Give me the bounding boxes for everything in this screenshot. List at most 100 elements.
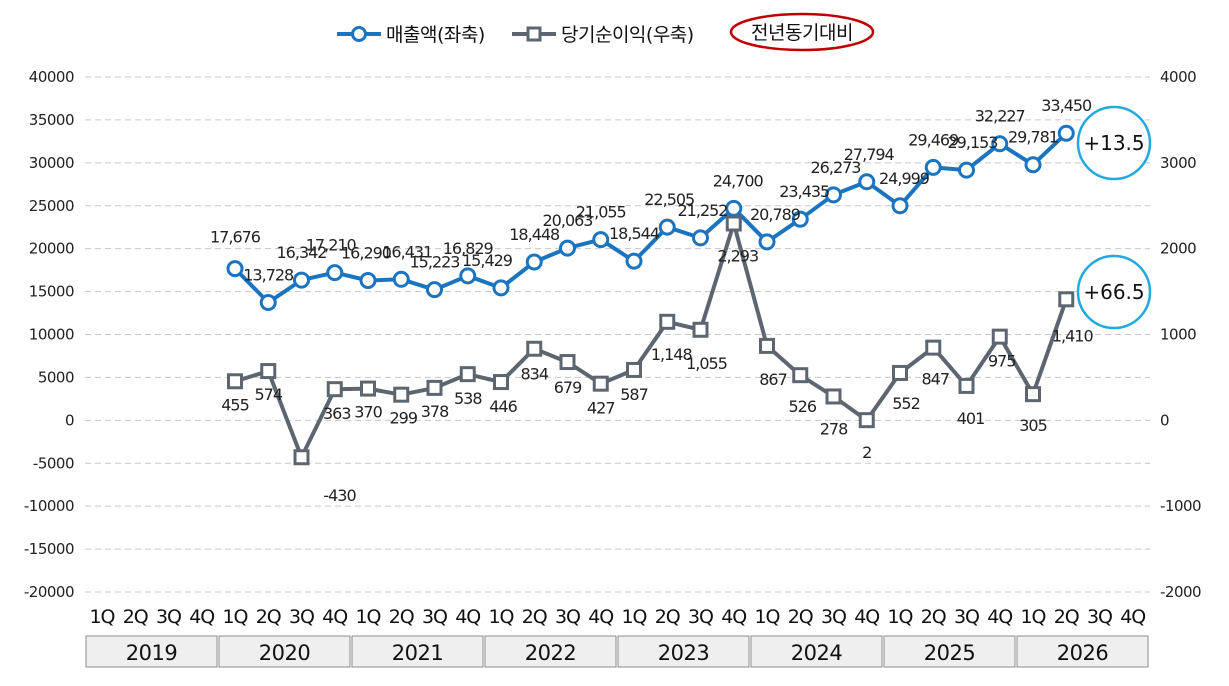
quarter-label: 2Q	[522, 606, 547, 628]
legend: 매출액(좌축) 당기순이익(우축) 전년동기대비	[337, 12, 875, 52]
right-tick-label: 0	[1160, 411, 1169, 429]
profit-yoy: +66.5	[1083, 280, 1144, 304]
revenue-data-label: 16,829	[443, 239, 494, 258]
profit-data-label: 2	[862, 443, 871, 462]
quarter-label: 2Q	[1054, 606, 1079, 628]
revenue-data-label: 20,063	[543, 211, 593, 230]
revenue-point	[426, 281, 443, 299]
profit-point	[493, 374, 509, 391]
revenue-point	[1024, 156, 1042, 174]
quarter-label: 3Q	[954, 606, 979, 628]
quarter-label: 4Q	[588, 606, 613, 628]
revenue-point	[991, 135, 1009, 153]
quarter-label: 2Q	[788, 606, 813, 628]
profit-data-label: 2,293	[717, 247, 758, 266]
quarter-label: 3Q	[821, 606, 846, 628]
year-label: 2019	[126, 641, 177, 665]
x-axis: 1Q 2Q 3Q 4Q 2019 1Q 2Q 3Q 4Q 2020 1Q 2Q 3Q 4Q 2021 1Q 2Q…	[85, 606, 1149, 668]
revenue-data-label: 24,700	[713, 171, 764, 190]
left-tick-label: 35000	[29, 111, 74, 129]
right-tick-label: 4000	[1160, 68, 1196, 86]
year-label: 2025	[924, 641, 975, 665]
profit-data-label: 455	[221, 395, 249, 414]
profit-data-label: 574	[254, 385, 282, 404]
profit-point	[426, 379, 443, 396]
quarter-label: 4Q	[987, 606, 1012, 628]
quarter-label: 3Q	[156, 606, 181, 628]
revenue-point	[692, 229, 709, 247]
profit-point	[626, 361, 642, 378]
profit-point	[1025, 386, 1041, 403]
revenue-data-label: 21,055	[576, 203, 626, 222]
quarter-label: 1Q	[1020, 606, 1045, 628]
profit-data-label: 975	[988, 352, 1016, 371]
left-tick-label: 40000	[29, 68, 74, 86]
quarter-label: 2Q	[655, 606, 680, 628]
quarter-label: 4Q	[721, 606, 746, 628]
quarter-label: 2Q	[921, 606, 946, 628]
profit-data-label: 679	[554, 378, 582, 397]
quarter-label: 4Q	[854, 606, 879, 628]
left-tick-label: -5000	[33, 454, 74, 472]
revenue-data-label: 15,429	[462, 251, 513, 270]
left-tick-label: -10000	[24, 497, 74, 515]
quarter-label: 1Q	[621, 606, 646, 628]
profit-data-label: 538	[454, 389, 482, 408]
axis-ticks: 4000035000300002500020000150001000050000…	[24, 68, 1202, 601]
profit-point	[559, 354, 576, 371]
profit-data-label: 526	[788, 397, 816, 416]
profit-yoy-circle	[1076, 254, 1152, 330]
profit-data-label: 1,148	[651, 345, 693, 364]
profit-data-label: 363	[323, 404, 351, 423]
profit-point	[1058, 291, 1075, 308]
quarter-label: 1Q	[754, 606, 779, 628]
quarter-label: 2Q	[389, 606, 414, 628]
profit-point	[592, 375, 609, 392]
revenue-data-label: 21,252	[678, 201, 728, 220]
profit-data-label: 370	[354, 403, 382, 422]
quarter-label: 1Q	[222, 606, 247, 628]
revenue-data-label: 17,676	[210, 228, 261, 247]
profit-point	[759, 337, 775, 354]
revenue-line	[233, 131, 1068, 305]
revenue-point	[459, 267, 477, 285]
right-tick-label: -2000	[1160, 583, 1201, 601]
year-cell	[883, 635, 1016, 668]
revenue-data-label: 29,153	[948, 133, 998, 152]
quarter-label: 4Q	[189, 606, 214, 628]
revenue-point	[891, 197, 909, 215]
profit-point	[360, 380, 376, 397]
profit-data-label: 427	[587, 399, 615, 418]
year-label: 2024	[791, 641, 843, 665]
revenue-data-label: 29,781	[1008, 128, 1058, 147]
revenue-data-label: 23,435	[779, 182, 829, 201]
revenue-data-label: 16,431	[382, 242, 432, 261]
year-cell	[1016, 635, 1149, 668]
revenue-point	[226, 260, 244, 278]
revenue-data-label: 29,469	[908, 130, 959, 149]
profit-point	[293, 449, 310, 466]
right-tick-label: -1000	[1160, 497, 1201, 515]
legend-profit-label: 당기순이익(우축)	[561, 24, 694, 46]
profit-data-label: 867	[759, 370, 787, 389]
revenue-point	[592, 231, 610, 249]
profit-data-label: 1,410	[1052, 326, 1094, 345]
revenue-data-label: 18,448	[509, 225, 560, 244]
profit-point	[725, 215, 742, 232]
profit-point	[991, 328, 1008, 345]
year-cell	[750, 635, 883, 668]
revenue-point	[326, 264, 344, 282]
series-markers	[226, 124, 1075, 466]
profit-data-label: 587	[620, 385, 648, 404]
profit-data-label: 834	[520, 365, 548, 384]
yoy-badge-oval	[729, 12, 875, 52]
revenue-data-label: 16,290	[341, 244, 392, 263]
left-tick-label: 10000	[29, 326, 74, 344]
quarter-label: 3Q	[422, 606, 447, 628]
profit-point	[692, 321, 709, 338]
revenue-point	[392, 270, 410, 288]
revenue-point	[791, 210, 809, 228]
data-labels: 17,676 13,728 16,34217,21016,29016,43115,2…	[210, 96, 1094, 505]
profit-point	[459, 366, 476, 383]
quarter-label: 1Q	[887, 606, 912, 628]
